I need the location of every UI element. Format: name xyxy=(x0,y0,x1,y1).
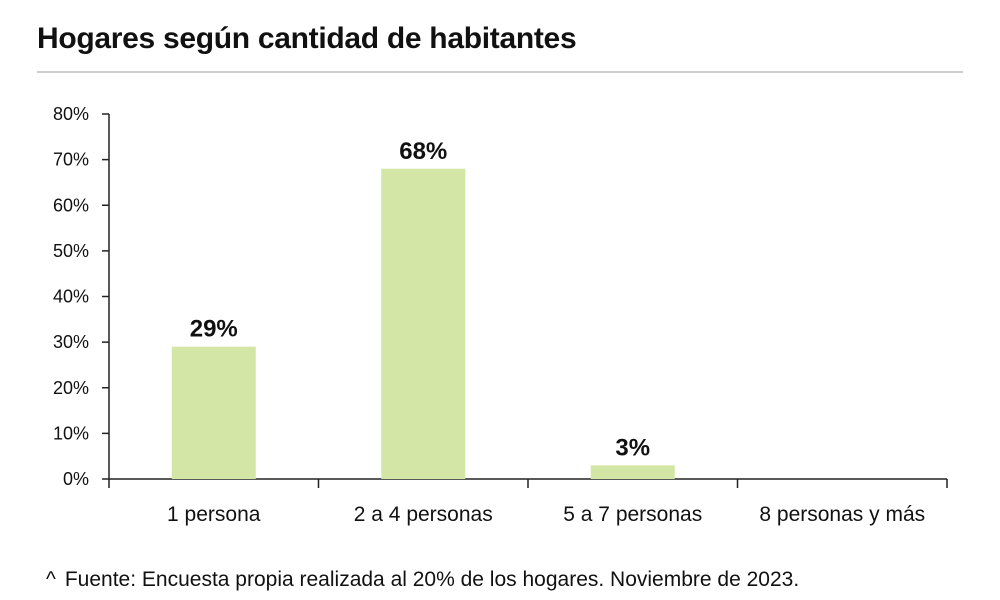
x-tick-label: 1 persona xyxy=(167,503,261,526)
y-tick-label: 80% xyxy=(53,104,89,124)
title-divider xyxy=(37,71,963,73)
x-tick-label: 8 personas y más xyxy=(759,503,925,526)
y-tick-label: 60% xyxy=(53,195,89,215)
x-tick-label: 2 a 4 personas xyxy=(354,503,493,526)
bar xyxy=(590,465,675,479)
bar-chart: 0% 10% 20% 30% 40% 50% 60% 70% 80% 29% 1 persona 68… xyxy=(53,104,948,526)
data-label: 3% xyxy=(615,434,650,461)
data-label: 29% xyxy=(190,316,238,343)
x-tick-label: 5 a 7 personas xyxy=(563,503,702,526)
y-tick-label: 10% xyxy=(53,423,89,443)
y-tick-label: 20% xyxy=(53,378,89,398)
bar xyxy=(171,346,256,479)
chart-title: Hogares según cantidad de habitantes xyxy=(37,22,577,55)
bar xyxy=(381,168,466,479)
data-label: 68% xyxy=(399,138,447,165)
footnote-text: Fuente: Encuesta propia realizada al 20%… xyxy=(64,568,800,591)
source-footnote: ^ Fuente: Encuesta propia realizada al 20… xyxy=(46,568,799,592)
y-tick-label: 70% xyxy=(53,150,89,170)
y-tick-label: 40% xyxy=(53,287,89,307)
footnote-marker: ^ xyxy=(46,568,56,591)
y-tick-label: 30% xyxy=(53,332,89,352)
y-tick-label: 50% xyxy=(53,241,89,261)
y-tick-label: 0% xyxy=(63,469,89,489)
